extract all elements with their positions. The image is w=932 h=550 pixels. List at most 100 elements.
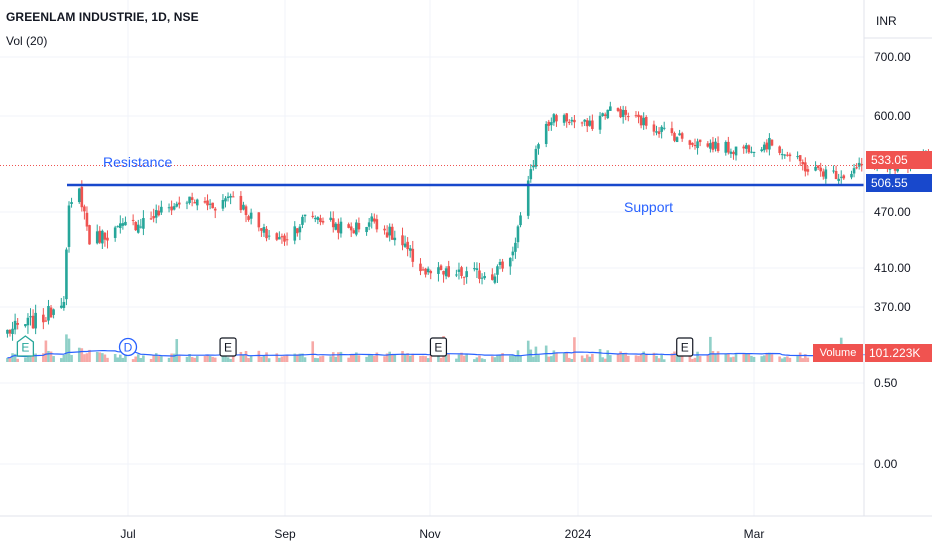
earnings-event-marker[interactable]: [429, 337, 448, 357]
volume-bar: [42, 353, 45, 362]
candle-body: [70, 202, 73, 205]
volume-bar: [221, 352, 225, 362]
candle-body: [491, 274, 494, 280]
volume-bar: [52, 356, 55, 362]
candle-body: [588, 120, 592, 126]
time-tick-label: 2024: [565, 527, 592, 541]
volume-value-badge: 101.223K: [865, 344, 932, 362]
volume-bar: [750, 355, 753, 362]
volume-bar: [226, 357, 230, 362]
candle-body: [729, 151, 733, 154]
volume-bar: [573, 337, 576, 362]
volume-bar: [796, 356, 799, 362]
candle-body: [580, 122, 584, 124]
candle-body: [349, 226, 353, 231]
volume-bar: [311, 341, 315, 362]
candle-body: [178, 202, 181, 205]
candle-body: [193, 202, 197, 204]
candle-body: [814, 166, 817, 171]
volume-bar: [562, 352, 566, 362]
currency-label[interactable]: INR: [876, 14, 897, 28]
volume-bar: [637, 355, 640, 362]
candle-body: [65, 249, 68, 300]
support-annotation[interactable]: Support: [624, 199, 673, 215]
volume-bar: [670, 353, 674, 362]
volume-indicator-legend[interactable]: Vol (20): [6, 34, 48, 48]
candle-body: [29, 316, 32, 318]
candle-body: [24, 324, 27, 327]
candle-body: [624, 110, 628, 115]
candle-body: [896, 168, 899, 172]
candle-body: [403, 243, 407, 247]
volume-bar: [257, 350, 261, 362]
candle-body: [711, 141, 715, 150]
candle-body: [770, 139, 774, 146]
candle-body: [321, 220, 325, 223]
candle-body: [175, 203, 179, 207]
resistance-annotation[interactable]: Resistance: [103, 154, 172, 170]
candle-body: [639, 115, 643, 126]
volume-bar: [106, 357, 109, 362]
volume-bar: [455, 358, 458, 362]
event-marker-label: E: [434, 341, 442, 355]
candle-body: [59, 305, 63, 308]
candle-body: [824, 169, 828, 179]
volume-bar: [483, 359, 486, 362]
volume-bar: [626, 355, 630, 362]
candle-body: [637, 114, 640, 118]
candle-body: [95, 231, 99, 244]
candle-body: [188, 196, 191, 203]
time-axis-labels[interactable]: Jul Sep Nov 2024 Mar: [120, 527, 764, 541]
volume-bar: [278, 357, 281, 362]
earnings-event-marker[interactable]: [676, 337, 694, 357]
candle-body: [783, 154, 787, 156]
volume-bar: [493, 357, 497, 362]
candle-body: [231, 196, 235, 198]
price-axis-labels[interactable]: 700.00 600.00 470.00 410.00 370.00 0.50 0.00: [874, 50, 911, 471]
volume-bar: [388, 351, 391, 362]
volume-bar: [621, 353, 625, 362]
volume-bar: [24, 357, 27, 362]
candle-body: [283, 235, 286, 242]
volume-bar: [491, 356, 494, 362]
candle-body: [388, 226, 391, 236]
candle-body: [47, 305, 50, 321]
volume-bar: [706, 354, 710, 362]
volume-bar: [11, 353, 14, 362]
volume-bar: [406, 353, 409, 362]
candle-body: [732, 151, 735, 155]
volume-bar: [334, 356, 338, 362]
dividend-event-marker[interactable]: [118, 337, 138, 357]
volume-bar: [798, 352, 802, 362]
volume-bar: [801, 358, 805, 362]
earnings-event-marker[interactable]: [16, 335, 35, 357]
candle-body: [424, 268, 427, 275]
candle-body: [421, 269, 425, 271]
volume-bar: [742, 354, 746, 362]
volume-bar: [316, 358, 320, 362]
symbol-legend[interactable]: GREENLAM INDUSTRIE, 1D, NSE: [6, 10, 199, 24]
volume-bar: [403, 354, 407, 362]
volume-bar: [116, 357, 120, 362]
volume-bar: [31, 354, 35, 362]
volume-tick-label: 0.50: [874, 376, 898, 390]
chart-grid: [0, 0, 864, 516]
candle-body: [573, 119, 576, 123]
candle-body: [514, 242, 517, 252]
candle-body: [116, 226, 120, 228]
volume-bar: [555, 352, 558, 362]
volume-bar: [298, 353, 302, 362]
candle-body: [642, 117, 645, 126]
candle-body: [842, 175, 846, 179]
earnings-event-marker[interactable]: [219, 337, 237, 357]
candle-body: [678, 133, 681, 136]
volume-bar: [727, 353, 730, 362]
candle-body: [385, 232, 389, 238]
candle-body: [142, 218, 145, 229]
level-price-badge: 506.55: [866, 174, 932, 192]
candle-body: [544, 123, 548, 144]
candle-body: [393, 237, 397, 241]
candle-body: [585, 120, 589, 127]
volume-bar: [473, 359, 476, 362]
